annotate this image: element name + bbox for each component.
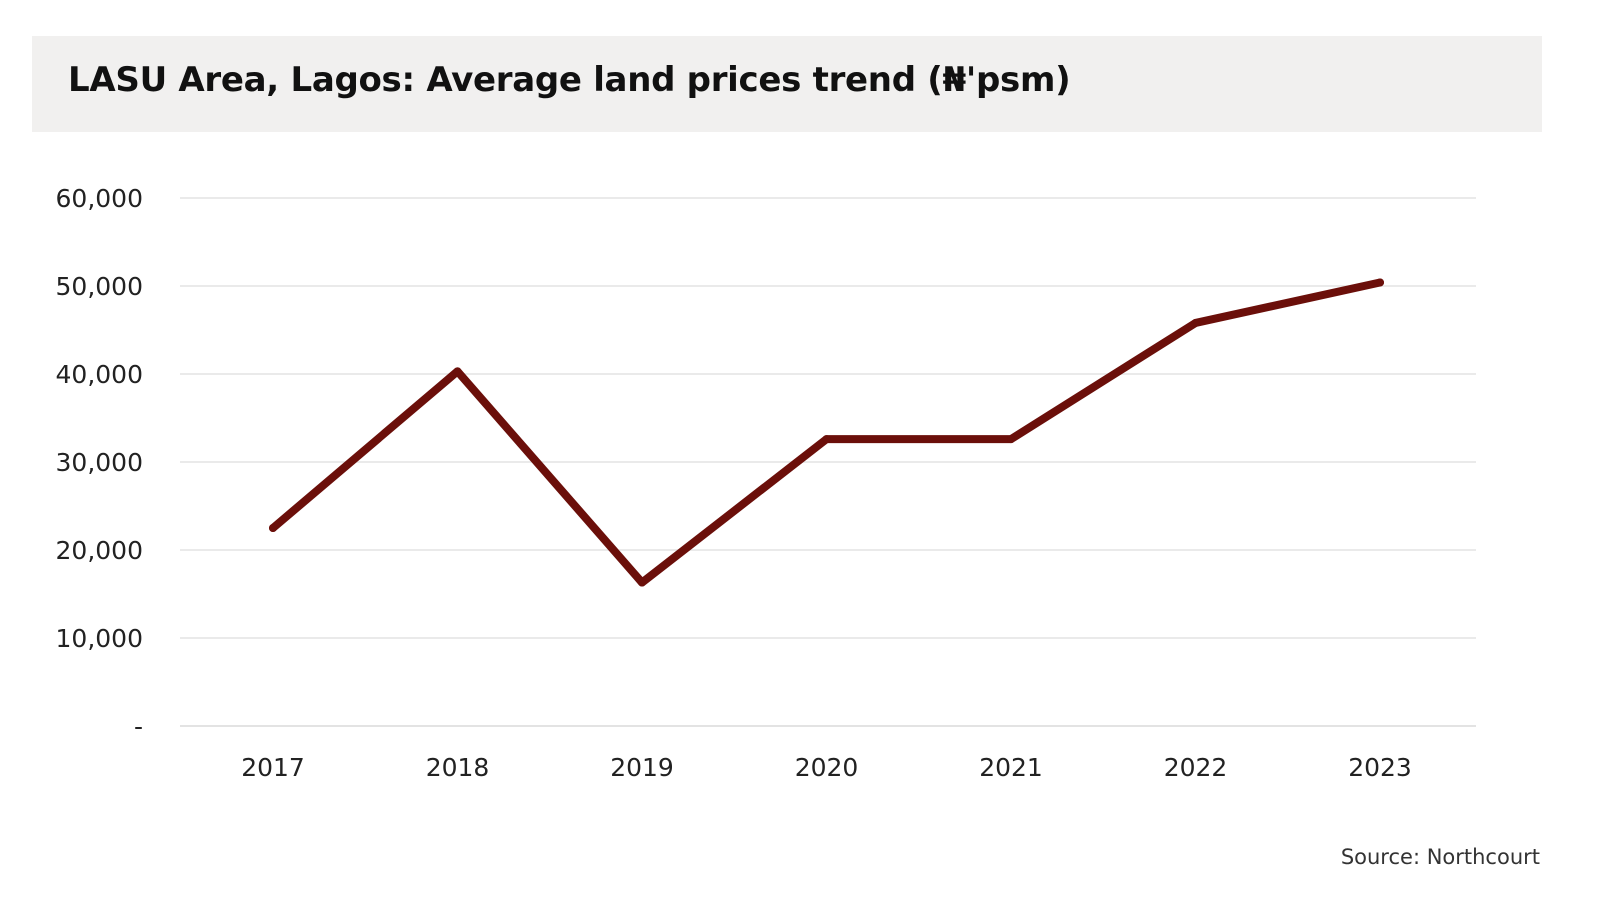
y-tick-label: 30,000 <box>56 448 143 477</box>
y-tick-label: 50,000 <box>56 272 143 301</box>
data-point <box>822 435 831 444</box>
series-line <box>269 278 1384 587</box>
y-tick-label: 40,000 <box>56 360 143 389</box>
data-point <box>1191 318 1200 327</box>
x-tick-label: 2021 <box>979 753 1043 782</box>
x-axis-tick-labels: 2017 2018 2019 2020 2021 2022 2023 <box>241 753 1412 782</box>
y-tick-label: - <box>134 712 143 741</box>
chart-title-bar: LASU Area, Lagos: Average land prices tr… <box>32 36 1542 132</box>
y-axis-tick-labels: - 10,000 20,000 30,000 40,000 50,000 60,000 <box>56 184 143 741</box>
data-point <box>453 367 462 376</box>
source-note: Source: Northcourt <box>1340 845 1540 869</box>
y-tick-label: 60,000 <box>56 184 143 213</box>
data-point <box>1376 278 1384 287</box>
x-tick-label: 2019 <box>610 753 674 782</box>
x-tick-label: 2018 <box>426 753 490 782</box>
data-point <box>1007 435 1015 444</box>
series-layer <box>269 278 1384 587</box>
chart-title: LASU Area, Lagos: Average land prices tr… <box>68 60 1071 100</box>
x-tick-label: 2022 <box>1164 753 1228 782</box>
data-point <box>269 524 277 532</box>
x-tick-label: 2020 <box>795 753 859 782</box>
x-tick-label: 2023 <box>1348 753 1412 782</box>
data-point <box>638 578 646 587</box>
y-tick-label: 20,000 <box>56 536 143 565</box>
gridlines <box>180 197 1476 727</box>
y-tick-label: 10,000 <box>56 624 143 653</box>
x-tick-label: 2017 <box>241 753 305 782</box>
